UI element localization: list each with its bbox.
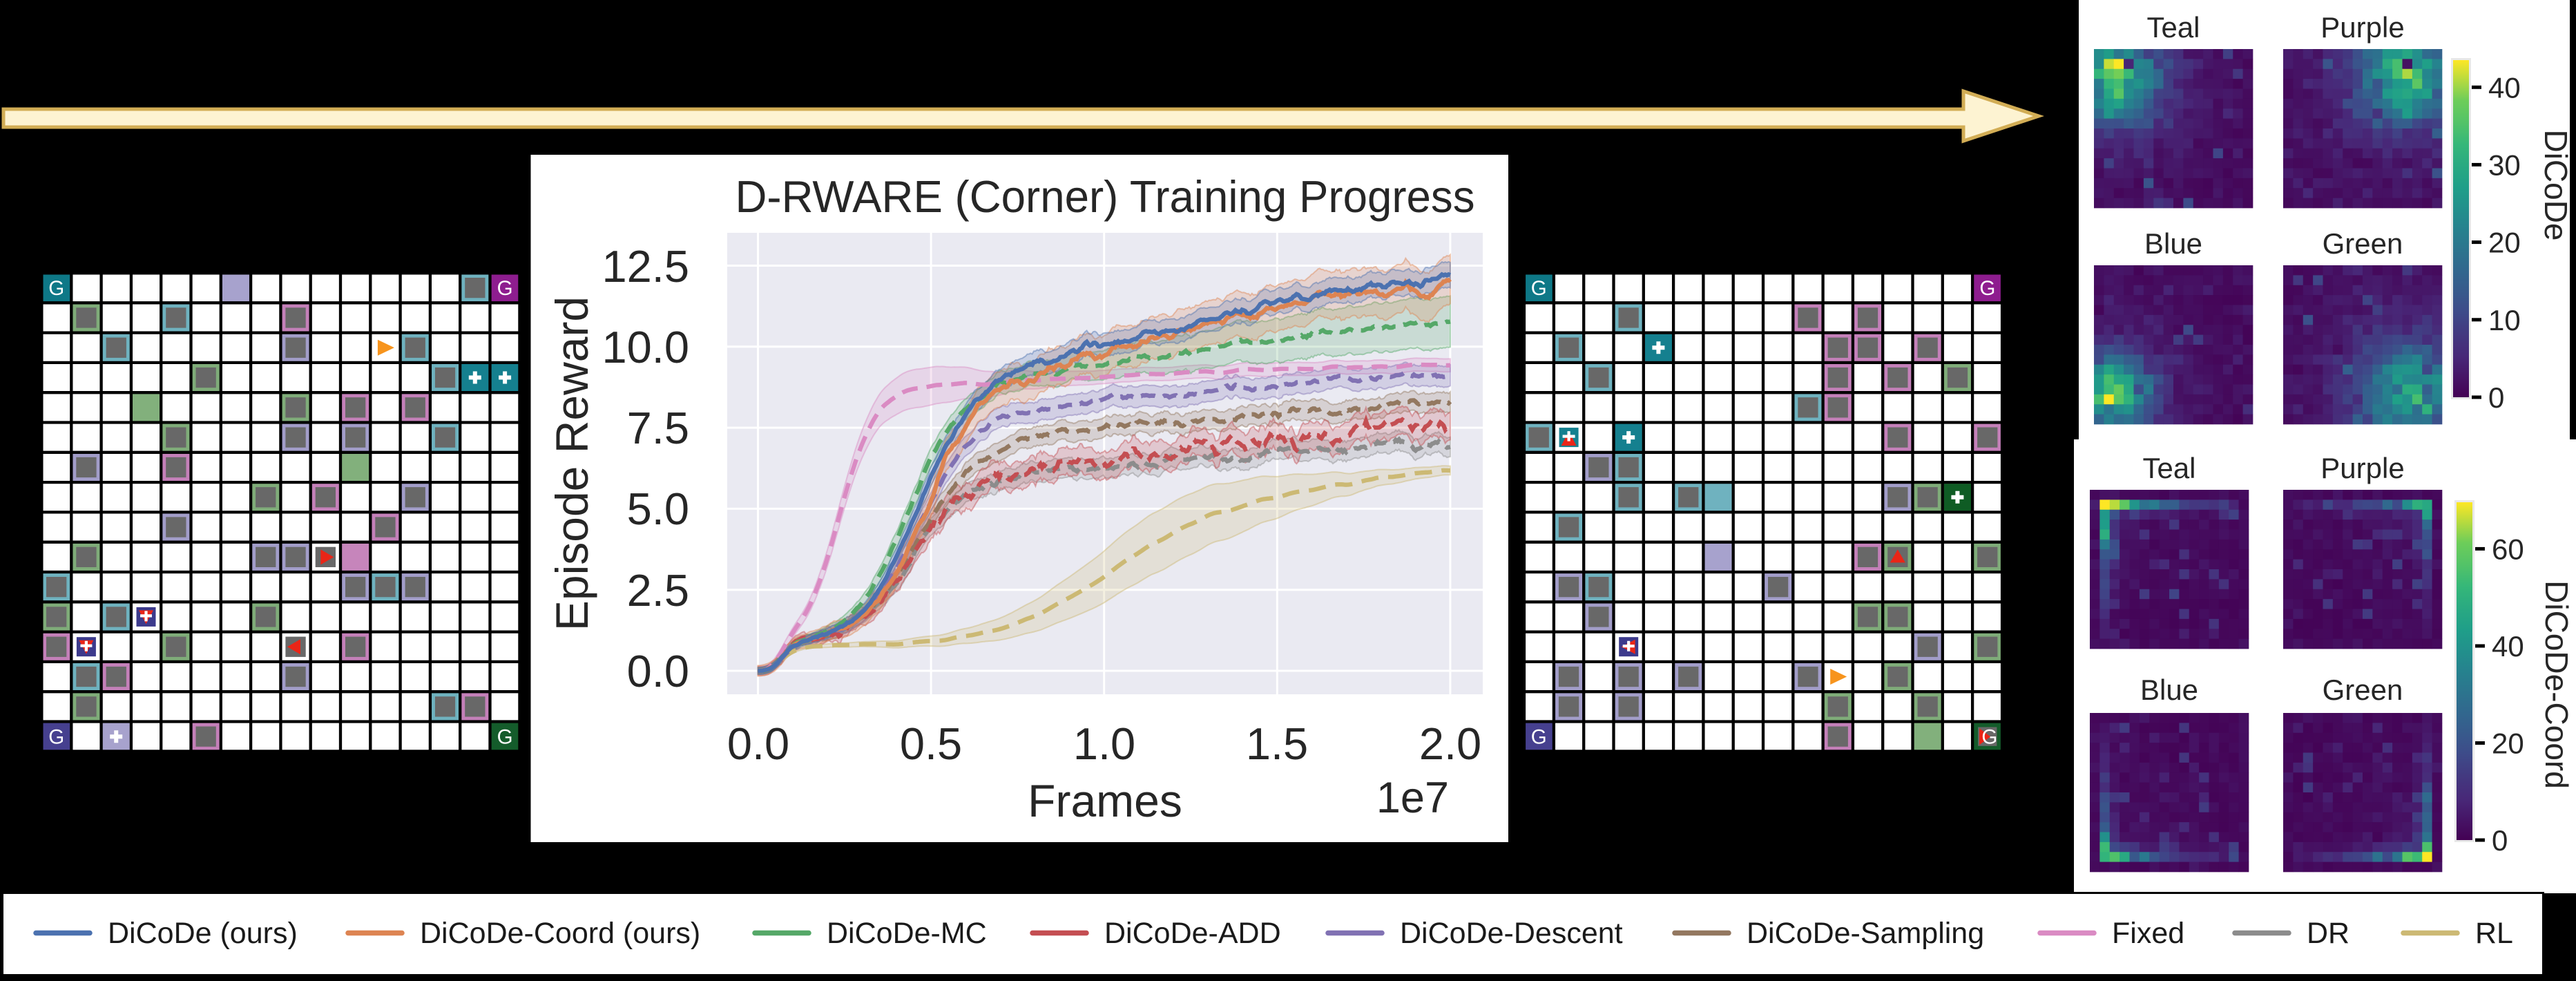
- svg-text:Purple: Purple: [2320, 452, 2404, 484]
- svg-text:DiCoDe: DiCoDe: [2538, 129, 2574, 240]
- svg-text:G: G: [48, 277, 64, 300]
- svg-text:G: G: [48, 726, 64, 749]
- svg-text:40: 40: [2488, 71, 2521, 104]
- svg-text:30: 30: [2488, 149, 2521, 181]
- svg-text:DiCoDe-Coord: DiCoDe-Coord: [2539, 580, 2575, 789]
- svg-text:Episode Reward: Episode Reward: [546, 296, 597, 631]
- svg-text:0.0: 0.0: [727, 718, 789, 769]
- svg-text:60: 60: [2492, 533, 2524, 565]
- svg-text:12.5: 12.5: [602, 241, 689, 292]
- svg-text:Blue: Blue: [2144, 227, 2202, 260]
- svg-text:D-RWARE (Corner) Training Prog: D-RWARE (Corner) Training Progress: [736, 171, 1475, 222]
- svg-text:7.5: 7.5: [627, 403, 689, 453]
- svg-text:Blue: Blue: [2140, 674, 2198, 706]
- svg-text:1.0: 1.0: [1073, 718, 1135, 769]
- svg-text:0.0: 0.0: [627, 646, 689, 696]
- svg-text:2.5: 2.5: [627, 565, 689, 616]
- svg-text:DiCoDe-Descent: DiCoDe-Descent: [1400, 917, 1623, 950]
- svg-text:Teal: Teal: [2142, 452, 2195, 484]
- svg-text:40: 40: [2492, 630, 2524, 663]
- svg-text:G: G: [497, 726, 513, 749]
- svg-text:Green: Green: [2323, 674, 2403, 706]
- svg-text:G: G: [1531, 277, 1547, 300]
- svg-text:Fixed: Fixed: [2112, 917, 2184, 950]
- svg-text:Purple: Purple: [2320, 11, 2404, 44]
- svg-text:Green: Green: [2323, 227, 2403, 260]
- svg-text:G: G: [497, 277, 513, 300]
- svg-text:DiCoDe-Sampling: DiCoDe-Sampling: [1747, 917, 1984, 950]
- svg-text:2.0: 2.0: [1419, 718, 1481, 769]
- svg-text:RL: RL: [2475, 917, 2513, 950]
- svg-text:Frames: Frames: [1028, 775, 1182, 826]
- svg-text:G: G: [1531, 726, 1547, 749]
- svg-text:10.0: 10.0: [602, 322, 689, 372]
- svg-text:G: G: [1979, 277, 1995, 300]
- svg-text:1e7: 1e7: [1376, 774, 1449, 822]
- svg-text:0: 0: [2492, 824, 2508, 857]
- svg-text:DiCoDe (ours): DiCoDe (ours): [108, 917, 298, 950]
- svg-text:0: 0: [2488, 381, 2504, 414]
- svg-text:DiCoDe-Coord (ours): DiCoDe-Coord (ours): [420, 917, 700, 950]
- svg-text:G: G: [1981, 726, 1997, 749]
- svg-text:DR: DR: [2307, 917, 2349, 950]
- svg-text:DiCoDe-ADD: DiCoDe-ADD: [1104, 917, 1281, 950]
- svg-text:0.5: 0.5: [900, 718, 962, 769]
- svg-text:DiCoDe-MC: DiCoDe-MC: [827, 917, 987, 950]
- svg-text:Teal: Teal: [2146, 11, 2200, 44]
- svg-text:10: 10: [2488, 304, 2521, 336]
- svg-text:20: 20: [2492, 727, 2524, 760]
- svg-text:20: 20: [2488, 227, 2521, 259]
- svg-text:5.0: 5.0: [627, 484, 689, 534]
- svg-text:1.5: 1.5: [1246, 718, 1308, 769]
